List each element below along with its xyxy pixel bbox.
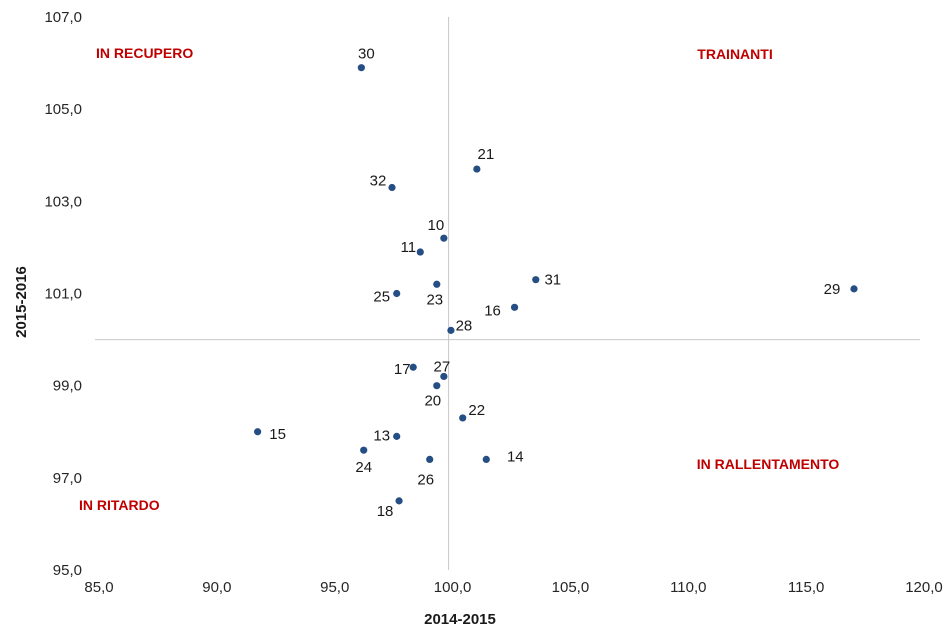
data-point-label-18: 18 [377, 503, 394, 520]
data-point-label-20: 20 [424, 393, 441, 410]
data-point-21 [473, 165, 481, 173]
data-point-label-31: 31 [544, 272, 561, 289]
x-tick-label: 120,0 [905, 579, 943, 596]
y-tick-label: 101,0 [44, 286, 82, 303]
data-point-20 [433, 382, 441, 390]
data-point-27 [440, 372, 448, 381]
y-tick-label: 103,0 [44, 193, 82, 210]
x-tick-label: 90,0 [202, 579, 231, 596]
data-point-18 [395, 497, 403, 505]
data-point-label-28: 28 [456, 317, 473, 334]
data-point-label-14: 14 [507, 448, 524, 465]
quadrant-label-bottom-right: IN RALLENTAMENTO [697, 456, 840, 472]
data-point-label-11: 11 [400, 239, 416, 256]
data-point-label-15: 15 [269, 426, 286, 443]
data-point-22 [459, 414, 467, 422]
x-axis-title: 2014-2015 [424, 611, 496, 626]
x-tick-label: 100,0 [434, 579, 472, 596]
data-point-28 [447, 326, 455, 334]
y-tick-label: 97,0 [53, 470, 82, 487]
quadrant-label-bottom-left: IN RITARDO [79, 497, 160, 513]
x-tick-label: 85,0 [84, 579, 113, 596]
data-point-32 [388, 183, 396, 192]
data-point-label-13: 13 [373, 427, 390, 444]
data-point-label-27: 27 [434, 358, 451, 375]
y-tick-label: 95,0 [53, 562, 82, 579]
x-tick-label: 110,0 [670, 579, 706, 596]
x-tick-label: 95,0 [320, 579, 349, 596]
data-point-23 [433, 280, 441, 288]
reference-lines [95, 17, 920, 570]
data-points [254, 64, 858, 505]
y-tick-label: 107,0 [44, 9, 82, 26]
data-point-label-30: 30 [358, 46, 375, 63]
data-point-15 [254, 428, 262, 436]
y-axis-ticks: 95,0 97,0 99,0 101,0 103,0 105,0 107,0 [44, 9, 82, 579]
y-tick-label: 105,0 [44, 101, 82, 118]
data-point-17 [409, 363, 417, 371]
quadrant-label-top-right: TRAINANTI [697, 46, 772, 62]
data-point-24 [360, 446, 368, 454]
data-point-16 [510, 303, 519, 311]
x-tick-label: 105,0 [552, 579, 590, 596]
data-point-label-22: 22 [468, 402, 485, 419]
data-point-label-16: 16 [484, 302, 501, 319]
data-point-11 [416, 248, 424, 256]
data-point-label-32: 32 [370, 173, 387, 190]
y-axis-title: 2015-2016 [13, 266, 30, 338]
data-point-25 [393, 289, 401, 298]
data-point-26 [426, 455, 434, 463]
data-point-label-23: 23 [426, 291, 443, 308]
x-tick-label: 115,0 [788, 579, 824, 596]
data-point-29 [850, 285, 858, 293]
data-point-30 [357, 64, 365, 72]
data-point-label-21: 21 [478, 146, 495, 163]
data-point-label-29: 29 [824, 281, 841, 298]
data-point-10 [440, 234, 448, 242]
data-point-14 [482, 455, 490, 463]
quadrant-labels: IN RECUPERO TRAINANTI IN RALLENTAMENTO IN R… [79, 45, 839, 513]
y-tick-label: 99,0 [53, 378, 82, 395]
data-point-label-24: 24 [355, 459, 372, 476]
x-axis-ticks: 85,0 90,0 95,0 100,0 105,0 110,0 115,0 120,0 [84, 579, 942, 596]
data-point-31 [532, 276, 540, 284]
data-point-13 [393, 432, 401, 440]
data-point-label-25: 25 [373, 289, 390, 306]
data-point-label-26: 26 [417, 471, 434, 488]
data-point-label-10: 10 [428, 217, 445, 234]
data-point-label-17: 17 [394, 361, 411, 378]
quadrant-label-top-left: IN RECUPERO [96, 45, 193, 61]
